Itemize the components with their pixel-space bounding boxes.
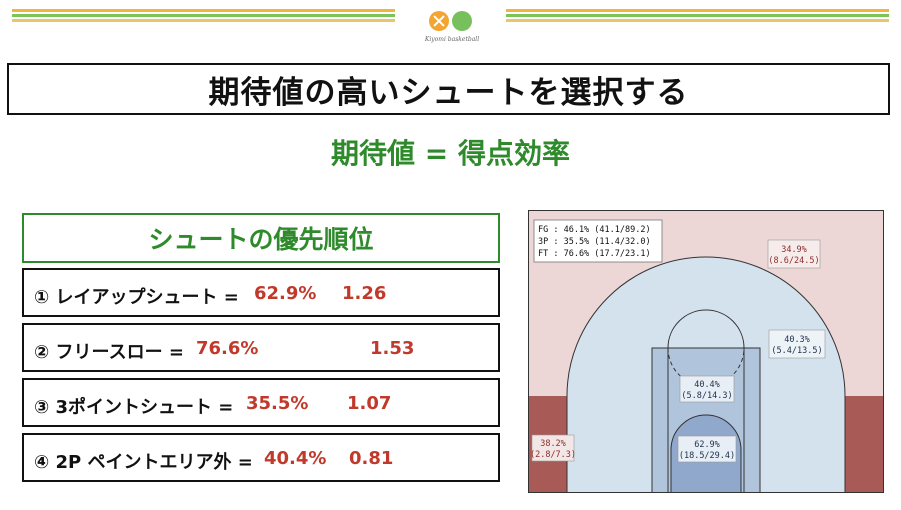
- priority-item-pct: 76.6%: [196, 338, 259, 359]
- zone-detail-paint: (5.8/14.3): [681, 391, 732, 401]
- priority-item-value: 1.26: [342, 283, 387, 304]
- zone-detail-three-top: (8.6/24.5): [768, 256, 819, 266]
- priority-item-free-throw: ② フリースロー = 76.6% 1.53: [22, 323, 500, 372]
- priority-item-value: 0.81: [349, 448, 394, 469]
- zone-pct-paint: 40.4%: [694, 380, 720, 390]
- priority-item-label: ③ 3ポイントシュート =: [34, 397, 234, 418]
- zone-detail-restricted: (18.5/29.4): [679, 451, 735, 461]
- stats-box: [533, 219, 663, 263]
- zone-detail-mid-range: (5.4/13.5): [771, 346, 822, 356]
- priority-item-value: 1.53: [370, 338, 415, 359]
- stat-ft: FT : 76.6% (17.7/23.1): [538, 249, 651, 259]
- inner-lane: [667, 347, 745, 493]
- shot-chart-court: FG : 46.1% (41.1/89.2) 3P : 35.5% (11.4/…: [528, 210, 884, 493]
- priority-item-label: ① レイアップシュート =: [34, 287, 239, 308]
- priority-item-label: ② フリースロー =: [34, 342, 184, 363]
- zone-pct-mid-range: 40.3%: [784, 335, 810, 345]
- priority-item-three-point: ③ 3ポイントシュート = 35.5% 1.07: [22, 378, 500, 427]
- logo-text: Kiyomi basketball: [424, 36, 480, 43]
- priority-item-layup: ① レイアップシュート = 62.9% 1.26: [22, 268, 500, 317]
- corner-three-right: [845, 396, 884, 493]
- free-throw-circle-top: [667, 309, 745, 349]
- brand-logo: ♥ Kiyomi basketball: [421, 8, 499, 52]
- zone-pct-corner: 38.2%: [540, 439, 566, 449]
- priority-heading: シュートの優先順位: [22, 213, 500, 263]
- priority-item-label: ④ 2P ペイントエリア外 =: [34, 452, 253, 473]
- priority-item-value: 1.07: [347, 393, 392, 414]
- priority-item-pct: 62.9%: [254, 283, 317, 304]
- priority-item-pct: 40.4%: [264, 448, 327, 469]
- top-stripe-left: [12, 9, 395, 23]
- top-stripe-right: [506, 9, 889, 23]
- slide-title: 期待値の高いシュートを選択する: [7, 63, 890, 115]
- zone-pct-three-top: 34.9%: [781, 245, 807, 255]
- basketball-icon: [429, 11, 449, 31]
- stat-fg: FG : 46.1% (41.1/89.2): [538, 225, 651, 235]
- heart-badge-icon: ♥: [452, 11, 499, 31]
- stat-3p: 3P : 35.5% (11.4/32.0): [538, 237, 651, 247]
- zone-detail-corner: (2.8/7.3): [530, 450, 576, 460]
- priority-item-mid-range: ④ 2P ペイントエリア外 = 40.4% 0.81: [22, 433, 500, 482]
- zone-pct-restricted: 62.9%: [694, 440, 720, 450]
- priority-item-pct: 35.5%: [246, 393, 309, 414]
- slide-subtitle: 期待値 = 得点効率: [331, 137, 570, 170]
